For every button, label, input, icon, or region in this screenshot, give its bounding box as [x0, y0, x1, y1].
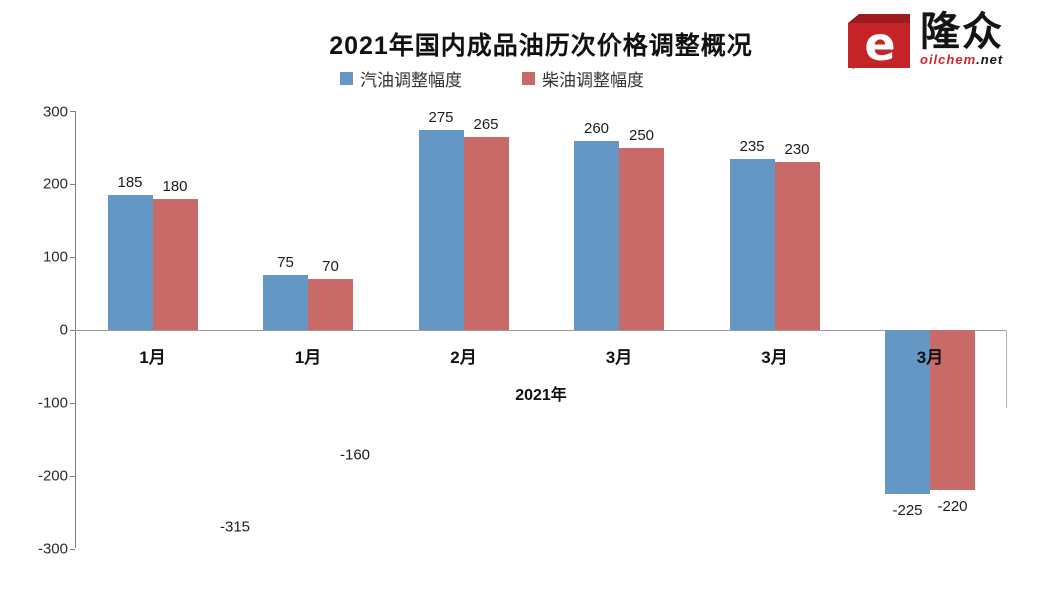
data-label: -220 [937, 498, 968, 516]
y-axis-tick-mark [70, 403, 75, 404]
bar-gasoline-group-4 [574, 140, 619, 330]
x-axis-category-label: 3月 [916, 348, 944, 367]
legend-swatch-gasoline [340, 72, 353, 85]
legend-label-diesel: 柴油调整幅度 [542, 71, 644, 90]
y-axis-tick-mark [70, 330, 75, 331]
x-axis-category-label: 1月 [294, 348, 322, 367]
bar-gasoline-group-5 [729, 158, 775, 330]
logo-site-red: oilchem [920, 52, 977, 67]
floating-data-label: -315 [219, 518, 251, 536]
data-label: 275 [428, 108, 454, 126]
bar-gasoline-group-3 [418, 129, 464, 330]
zero-axis-line [75, 330, 1007, 331]
svg-text:e: e [864, 17, 895, 70]
legend-item-diesel[interactable]: 柴油调整幅度 [522, 66, 644, 91]
bar-diesel-group-5 [774, 162, 820, 330]
bar-diesel-group-4 [619, 147, 664, 330]
data-label: 180 [162, 177, 188, 195]
oilchem-logo: e 隆众 oilchem.net [844, 12, 1004, 75]
y-axis-tick-label: 100 [42, 248, 68, 266]
x-axis-category-label: 3月 [761, 348, 788, 367]
y-axis-tick-label: 200 [42, 175, 68, 193]
legend: 汽油调整幅度 柴油调整幅度 [340, 66, 644, 91]
floating-data-label: -160 [339, 446, 371, 464]
y-axis-tick-label: 300 [42, 103, 68, 120]
y-axis-tick-label: 0 [59, 321, 68, 339]
legend-swatch-diesel [522, 72, 535, 85]
y-axis-tick-mark [70, 549, 75, 550]
y-axis-tick-mark [70, 476, 75, 477]
data-label: 260 [583, 119, 610, 137]
y-axis-tick-label: -100 [37, 394, 68, 412]
data-label: 70 [322, 258, 339, 276]
bar-diesel-group-3 [463, 136, 509, 330]
data-label: 250 [628, 126, 655, 144]
y-axis-tick-label: -200 [37, 467, 68, 485]
data-label: 230 [784, 141, 810, 159]
data-label: -225 [892, 501, 923, 519]
bar-diesel-group-1 [152, 198, 198, 330]
x-axis-category-label: 2月 [450, 348, 477, 367]
bar-diesel-group-2 [308, 279, 353, 330]
logo-site-text: oilchem.net [920, 53, 1004, 66]
data-label: 265 [473, 115, 499, 133]
logo-site-black: .net [976, 52, 1004, 67]
data-label: 235 [739, 137, 765, 155]
plot-right-border [1006, 330, 1007, 408]
x-axis-category-label: 1月 [139, 348, 166, 367]
y-axis-tick-mark [70, 111, 75, 112]
y-axis-line [75, 111, 76, 548]
y-axis-tick-label: -300 [37, 540, 68, 557]
logo-brand-text: 隆众 [920, 10, 1004, 54]
y-axis-tick-mark [70, 257, 75, 258]
bar-gasoline-group-1 [107, 195, 153, 330]
data-label: 185 [117, 174, 143, 192]
x-axis-category-label: 3月 [605, 348, 633, 367]
chart-title: 2021年国内成品油历次价格调整概况 [329, 32, 753, 60]
y-axis-tick-mark [70, 184, 75, 185]
bar-diesel-group-6 [930, 330, 975, 491]
oilchem-e-cube-icon: e [844, 12, 914, 75]
x-axis-title: 2021年 [515, 387, 567, 404]
bar-gasoline-group-2 [263, 275, 308, 330]
bar-gasoline-group-6 [885, 330, 930, 494]
logo-text: 隆众 oilchem.net [920, 12, 1004, 66]
legend-label-gasoline: 汽油调整幅度 [360, 71, 462, 90]
data-label: 75 [277, 254, 294, 272]
legend-item-gasoline[interactable]: 汽油调整幅度 [340, 66, 462, 91]
